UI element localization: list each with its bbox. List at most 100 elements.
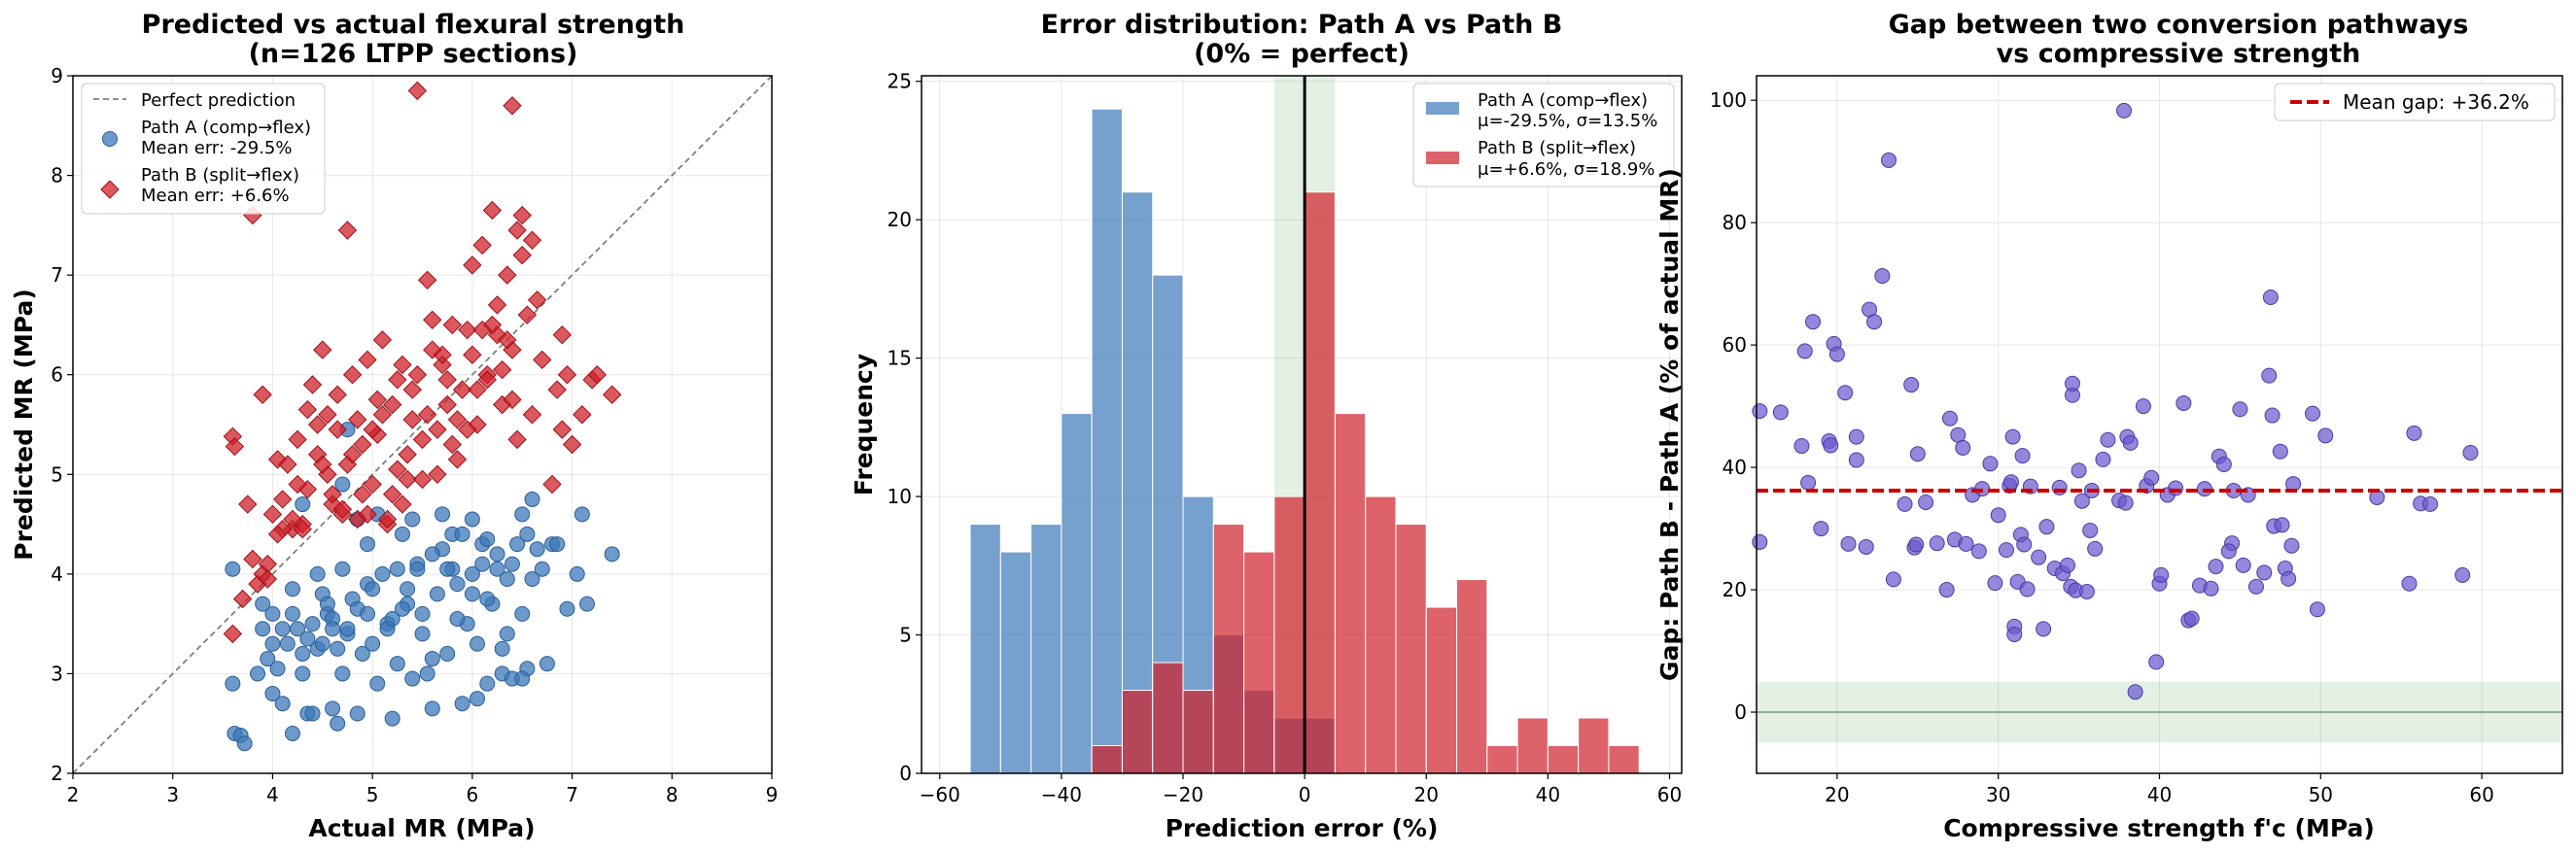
legend-path-b-error: Mean err: +6.6% (141, 186, 290, 206)
path-b-point (503, 390, 522, 410)
panel1-ytick-label: 8 (51, 164, 63, 188)
path-b-point (332, 499, 353, 519)
path-b-point (433, 355, 452, 375)
path-a-point (225, 675, 241, 692)
panel3-legend: Mean gap: +36.2% (2274, 83, 2556, 121)
path-a-point (284, 605, 300, 622)
path-b-point (225, 436, 245, 457)
path-b-point (288, 474, 307, 495)
gap-point (1998, 542, 2014, 559)
path-b-bar (1182, 690, 1214, 774)
gap-point (2117, 495, 2134, 511)
path-a-point (295, 665, 311, 682)
gap-point (2232, 401, 2248, 418)
path-b-point (393, 495, 412, 514)
gap-point (1752, 403, 1768, 420)
path-a-point (479, 530, 496, 547)
path-a-point (454, 696, 470, 712)
path-a-point (325, 621, 341, 637)
path-a-bar (999, 551, 1032, 774)
legend-path-b-label: Path B (split→flex) (141, 165, 299, 186)
path-b-point (562, 434, 582, 455)
gap-point (2002, 474, 2019, 491)
path-b-point (283, 509, 302, 529)
panel3-title-line1: Gap between two conversion pathways (1889, 10, 2469, 40)
path-b-bar (1243, 551, 1275, 774)
path-b-point (423, 340, 442, 359)
panel1-legend: Perfect prediction Path A (comp→flex) Me… (81, 83, 326, 215)
gap-point (1955, 439, 1971, 456)
path-b-point (253, 385, 272, 404)
path-b-point (382, 485, 402, 504)
path-a-point (264, 685, 281, 701)
path-a-point (409, 561, 426, 577)
gap-point (1897, 495, 1913, 512)
path-b-point (382, 394, 402, 415)
path-a-bar (1091, 108, 1123, 774)
path-b-bar (1212, 524, 1245, 774)
path-a-point (264, 605, 281, 622)
gap-point (2247, 578, 2264, 595)
panel3-zero-band-layer (1757, 681, 2562, 743)
gap-point (2406, 425, 2422, 441)
path-b-point (342, 365, 363, 385)
gap-point (2148, 654, 2165, 670)
panel3-title-line2: vs compressive strength (1997, 39, 2361, 69)
gap-point (2168, 480, 2184, 496)
panel2-xtick-label: 40 (1536, 783, 1560, 806)
path-a-point (334, 665, 351, 682)
path-b-bar (1091, 745, 1123, 774)
gap-point (2071, 462, 2087, 479)
gap-point (1828, 346, 1845, 362)
path-b-point (447, 450, 468, 469)
legend-path-a-hist-stats: μ=-29.5%, σ=13.5% (1478, 111, 1657, 131)
path-a-point (514, 670, 531, 687)
path-b-point (552, 324, 573, 345)
path-a-point (464, 586, 480, 602)
panel1-ytick-label: 7 (51, 263, 63, 287)
gap-point (2454, 566, 2471, 583)
gap-point (2220, 543, 2237, 560)
panel1-xtick-label: 5 (366, 783, 379, 806)
path-a-bar (1030, 524, 1062, 774)
path-a-point (384, 710, 400, 727)
gap-point (1858, 538, 1874, 555)
path-b-point (463, 345, 482, 364)
gap-point (1987, 575, 2003, 592)
path-a-point (384, 611, 400, 628)
panel1-frame (72, 75, 773, 774)
path-b-point (323, 485, 342, 504)
panel2-title-line2: (0% = perfect) (1194, 39, 1410, 69)
path-b-point (452, 380, 472, 399)
panel2-ylabel: Frequency (850, 354, 878, 495)
path-b-point (407, 81, 428, 101)
path-a-point (264, 635, 281, 652)
gap-point (2078, 583, 2095, 599)
path-b-point (328, 385, 347, 404)
path-a-point (578, 596, 595, 612)
panel1-xtick-label: 2 (67, 783, 80, 806)
path-b-point (428, 464, 447, 484)
path-b-point (243, 549, 262, 569)
gap-point (2280, 570, 2297, 587)
path-b-point (293, 519, 312, 539)
panel3-ytick-label: 100 (1710, 88, 1747, 112)
path-a-point (349, 705, 366, 722)
gap-point (2135, 398, 2151, 415)
path-a-point (474, 556, 491, 572)
path-b-point (372, 330, 393, 350)
legend-path-a-hist-label: Path A (comp→flex) (1478, 90, 1648, 111)
path-a-point (504, 556, 520, 572)
gap-point (2036, 621, 2052, 637)
path-a-point (369, 675, 386, 692)
panel2-ytick-label: 15 (888, 347, 912, 370)
path-b-point (398, 445, 417, 464)
path-b-point (417, 270, 437, 290)
gap-point (1840, 535, 1857, 552)
path-b-bar (1334, 413, 1367, 774)
path-b-point (437, 394, 457, 415)
gap-point (1918, 494, 1934, 510)
gap-point (2004, 428, 2021, 445)
gap-point (2122, 434, 2139, 451)
path-b-bar (1395, 524, 1427, 774)
